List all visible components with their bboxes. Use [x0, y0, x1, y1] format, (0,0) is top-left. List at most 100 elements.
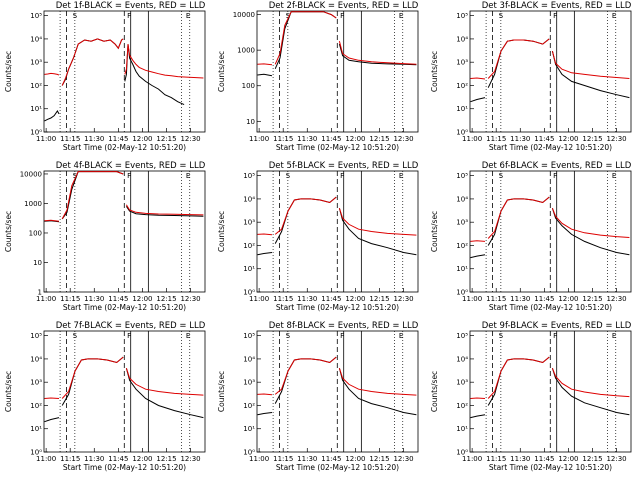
y-tick-label: 10¹	[30, 105, 42, 113]
x-tick-label: 12:00	[345, 455, 365, 463]
x-tick-label: 12:15	[369, 455, 389, 463]
y-tick-label: 10¹	[456, 265, 468, 273]
x-tick-label: 11:00	[36, 455, 56, 463]
x-tick-label: 12:15	[369, 295, 389, 303]
x-tick-label: 12:30	[606, 295, 626, 303]
lld-series-line	[44, 72, 60, 76]
y-tick-label: 100	[29, 229, 42, 237]
y-tick-label: 10⁰	[243, 449, 255, 457]
y-axis-label: Counts/sec	[430, 51, 439, 92]
x-tick-label: 12:15	[156, 455, 176, 463]
lld-series-line	[551, 208, 630, 238]
y-tick-label: 10³	[243, 219, 255, 227]
y-axis-label: Counts/sec	[4, 51, 13, 92]
x-tick-label: 11:30	[510, 455, 530, 463]
events-series-line	[257, 252, 273, 256]
x-tick-label: 11:00	[462, 455, 482, 463]
panel-title: Det 8f-BLACK = Events, RED = LLD	[269, 321, 419, 331]
y-tick-label: 10	[246, 118, 255, 126]
y-tick-label: 10²	[30, 82, 42, 90]
y-tick-label: 100	[242, 82, 255, 90]
marker-label-f: F	[340, 172, 344, 180]
y-axis-label: Counts/sec	[4, 211, 13, 252]
x-tick-label: 12:00	[132, 295, 152, 303]
events-series-line	[470, 254, 486, 259]
events-series-line	[338, 208, 417, 256]
y-tick-label: 10²	[243, 242, 255, 250]
y-tick-label: 10⁵	[243, 172, 255, 180]
lld-series-line	[44, 219, 60, 222]
x-tick-label: 11:30	[297, 135, 317, 143]
detector-panel-9: Det 9f-BLACK = Events, RED = LLD S F E 11:00…	[426, 320, 639, 480]
lld-series-line	[470, 397, 486, 399]
y-tick-label: 10⁴	[456, 195, 468, 203]
events-series-line	[551, 368, 630, 416]
events-series-line	[44, 110, 60, 122]
panel-title: Det 5f-BLACK = Events, RED = LLD	[269, 161, 419, 171]
y-axis-label: Counts/sec	[4, 371, 13, 412]
y-tick-label: 10⁴	[456, 355, 468, 363]
y-tick-label: 10¹	[456, 425, 468, 433]
events-series-line	[125, 206, 204, 217]
y-tick-label: 10⁰	[456, 289, 468, 297]
marker-label-e: E	[186, 332, 190, 340]
marker-label-s: S	[286, 332, 291, 340]
marker-label-s: S	[499, 172, 504, 180]
y-tick-label: 10²	[456, 402, 468, 410]
y-tick-label: 10³	[456, 59, 468, 67]
y-tick-label: 1	[38, 289, 42, 297]
x-tick-label: 11:45	[534, 455, 554, 463]
x-tick-label: 11:30	[84, 455, 104, 463]
y-tick-label: 10⁴	[456, 35, 468, 43]
lld-series-line	[470, 77, 486, 80]
y-tick-label: 10²	[30, 402, 42, 410]
x-tick-label: 11:00	[36, 295, 56, 303]
y-axis-label: Counts/sec	[217, 371, 226, 412]
x-tick-label: 12:00	[558, 295, 578, 303]
x-tick-label: 12:30	[393, 295, 413, 303]
y-axis-label: Counts/sec	[430, 371, 439, 412]
lld-series-line	[44, 397, 60, 399]
x-tick-label: 11:30	[84, 295, 104, 303]
x-axis-label: Start Time (02-May-12 10:51:20)	[63, 143, 186, 152]
marker-label-s: S	[73, 12, 78, 20]
panel-title: Det 6f-BLACK = Events, RED = LLD	[482, 161, 632, 171]
lld-series-line	[125, 368, 204, 396]
events-series-line	[124, 44, 185, 106]
y-tick-label: 10⁰	[456, 129, 468, 137]
panel-title: Det 4f-BLACK = Events, RED = LLD	[56, 161, 206, 171]
x-tick-label: 11:00	[249, 455, 269, 463]
x-tick-label: 11:30	[510, 295, 530, 303]
x-tick-label: 12:30	[606, 135, 626, 143]
y-tick-label: 10¹	[243, 425, 255, 433]
y-tick-label: 10⁰	[30, 129, 42, 137]
lld-series-line	[487, 38, 550, 79]
lld-series-line	[551, 368, 630, 398]
marker-label-e: E	[612, 12, 616, 20]
marker-label-f: F	[553, 172, 557, 180]
y-tick-label: 10⁰	[30, 449, 42, 457]
detector-panel-5: Det 5f-BLACK = Events, RED = LLD S F E 11:00…	[213, 160, 426, 320]
y-tick-label: 10²	[243, 402, 255, 410]
marker-label-e: E	[612, 332, 616, 340]
detector-panel-7: Det 7f-BLACK = Events, RED = LLD S F E 11:00…	[0, 320, 213, 480]
x-axis-label: Start Time (02-May-12 10:51:20)	[276, 303, 399, 312]
detector-panel-8: Det 8f-BLACK = Events, RED = LLD S F E 11:00…	[213, 320, 426, 480]
x-tick-label: 11:00	[462, 135, 482, 143]
x-tick-label: 11:15	[486, 455, 506, 463]
marker-label-f: F	[127, 12, 131, 20]
lld-series-line	[61, 356, 124, 399]
panel-title: Det 3f-BLACK = Events, RED = LLD	[482, 1, 632, 11]
marker-label-s: S	[286, 12, 291, 20]
events-series-line	[257, 73, 273, 77]
x-tick-label: 12:30	[180, 135, 200, 143]
y-tick-label: 10¹	[243, 265, 255, 273]
panel-title: Det 7f-BLACK = Events, RED = LLD	[56, 321, 206, 331]
events-series-line	[470, 97, 486, 103]
lld-series-line	[551, 50, 630, 79]
x-tick-label: 11:15	[273, 455, 293, 463]
marker-label-f: F	[127, 172, 131, 180]
y-tick-label: 10¹	[456, 105, 468, 113]
x-axis-label: Start Time (02-May-12 10:51:20)	[63, 303, 186, 312]
